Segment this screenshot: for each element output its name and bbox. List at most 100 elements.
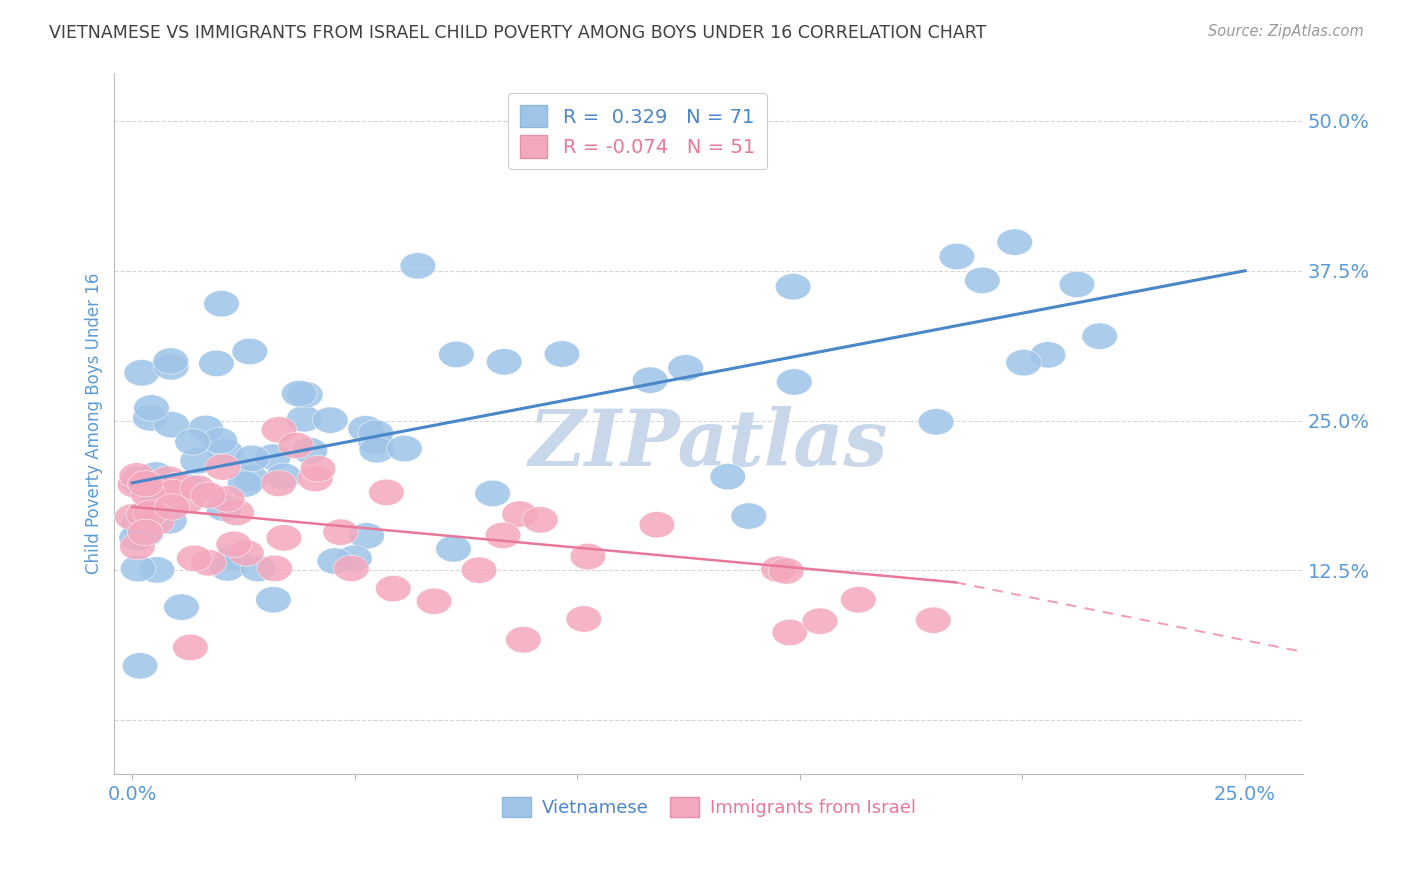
- Ellipse shape: [207, 495, 242, 522]
- Ellipse shape: [486, 349, 522, 375]
- Ellipse shape: [640, 512, 675, 538]
- Ellipse shape: [841, 587, 876, 613]
- Ellipse shape: [359, 436, 395, 463]
- Ellipse shape: [134, 395, 169, 421]
- Ellipse shape: [256, 587, 291, 613]
- Ellipse shape: [114, 504, 150, 530]
- Ellipse shape: [208, 439, 243, 465]
- Ellipse shape: [233, 465, 269, 491]
- Ellipse shape: [368, 479, 404, 506]
- Ellipse shape: [387, 435, 422, 462]
- Ellipse shape: [803, 608, 838, 634]
- Ellipse shape: [772, 619, 807, 646]
- Ellipse shape: [138, 462, 174, 488]
- Text: ZIPatlas: ZIPatlas: [529, 407, 889, 483]
- Ellipse shape: [257, 555, 292, 582]
- Ellipse shape: [180, 448, 215, 474]
- Ellipse shape: [121, 511, 157, 537]
- Ellipse shape: [475, 480, 510, 507]
- Ellipse shape: [287, 382, 323, 408]
- Ellipse shape: [544, 341, 579, 368]
- Ellipse shape: [190, 482, 226, 508]
- Ellipse shape: [228, 540, 264, 566]
- Ellipse shape: [323, 519, 359, 545]
- Ellipse shape: [170, 487, 205, 514]
- Ellipse shape: [569, 543, 606, 570]
- Ellipse shape: [965, 268, 1000, 293]
- Ellipse shape: [333, 555, 368, 582]
- Ellipse shape: [298, 466, 333, 491]
- Ellipse shape: [228, 471, 263, 497]
- Ellipse shape: [523, 507, 558, 533]
- Ellipse shape: [124, 359, 160, 386]
- Ellipse shape: [132, 500, 169, 526]
- Ellipse shape: [132, 499, 167, 524]
- Y-axis label: Child Poverty Among Boys Under 16: Child Poverty Among Boys Under 16: [86, 273, 103, 574]
- Ellipse shape: [122, 653, 157, 679]
- Ellipse shape: [209, 486, 245, 512]
- Ellipse shape: [132, 405, 169, 431]
- Ellipse shape: [1031, 342, 1066, 368]
- Ellipse shape: [710, 464, 745, 490]
- Ellipse shape: [918, 409, 953, 435]
- Ellipse shape: [347, 416, 384, 442]
- Ellipse shape: [776, 368, 813, 395]
- Ellipse shape: [266, 463, 301, 490]
- Ellipse shape: [188, 416, 224, 442]
- Ellipse shape: [401, 252, 436, 279]
- Ellipse shape: [153, 411, 190, 438]
- Ellipse shape: [232, 338, 267, 365]
- Ellipse shape: [775, 274, 811, 300]
- Ellipse shape: [191, 549, 226, 576]
- Ellipse shape: [131, 482, 166, 508]
- Ellipse shape: [287, 406, 322, 432]
- Ellipse shape: [567, 606, 602, 632]
- Ellipse shape: [122, 471, 157, 497]
- Ellipse shape: [120, 524, 155, 551]
- Ellipse shape: [416, 588, 451, 615]
- Ellipse shape: [997, 229, 1032, 255]
- Ellipse shape: [152, 508, 187, 534]
- Ellipse shape: [359, 420, 394, 446]
- Ellipse shape: [439, 342, 474, 368]
- Ellipse shape: [301, 456, 336, 482]
- Ellipse shape: [120, 463, 155, 489]
- Ellipse shape: [485, 523, 520, 549]
- Ellipse shape: [436, 536, 471, 562]
- Ellipse shape: [939, 244, 974, 269]
- Ellipse shape: [266, 524, 302, 551]
- Ellipse shape: [668, 355, 703, 381]
- Ellipse shape: [139, 509, 174, 535]
- Ellipse shape: [461, 557, 496, 583]
- Ellipse shape: [205, 454, 240, 480]
- Ellipse shape: [173, 634, 208, 661]
- Ellipse shape: [240, 556, 276, 582]
- Ellipse shape: [915, 607, 950, 633]
- Ellipse shape: [336, 545, 373, 572]
- Text: VIETNAMESE VS IMMIGRANTS FROM ISRAEL CHILD POVERTY AMONG BOYS UNDER 16 CORRELATI: VIETNAMESE VS IMMIGRANTS FROM ISRAEL CHI…: [49, 24, 987, 42]
- Ellipse shape: [131, 475, 166, 500]
- Ellipse shape: [769, 558, 804, 584]
- Ellipse shape: [357, 428, 394, 455]
- Ellipse shape: [502, 501, 537, 527]
- Ellipse shape: [217, 531, 252, 558]
- Ellipse shape: [209, 555, 246, 581]
- Ellipse shape: [262, 417, 297, 443]
- Ellipse shape: [349, 523, 384, 549]
- Ellipse shape: [153, 353, 188, 380]
- Ellipse shape: [153, 348, 188, 375]
- Ellipse shape: [155, 494, 190, 520]
- Ellipse shape: [292, 438, 328, 464]
- Ellipse shape: [235, 445, 270, 472]
- Ellipse shape: [316, 548, 353, 574]
- Ellipse shape: [219, 500, 254, 525]
- Ellipse shape: [121, 556, 156, 582]
- Ellipse shape: [761, 556, 796, 582]
- Ellipse shape: [506, 626, 541, 653]
- Ellipse shape: [155, 479, 191, 506]
- Ellipse shape: [170, 474, 207, 500]
- Ellipse shape: [180, 475, 215, 501]
- Ellipse shape: [633, 367, 668, 393]
- Ellipse shape: [139, 557, 174, 583]
- Ellipse shape: [262, 470, 297, 497]
